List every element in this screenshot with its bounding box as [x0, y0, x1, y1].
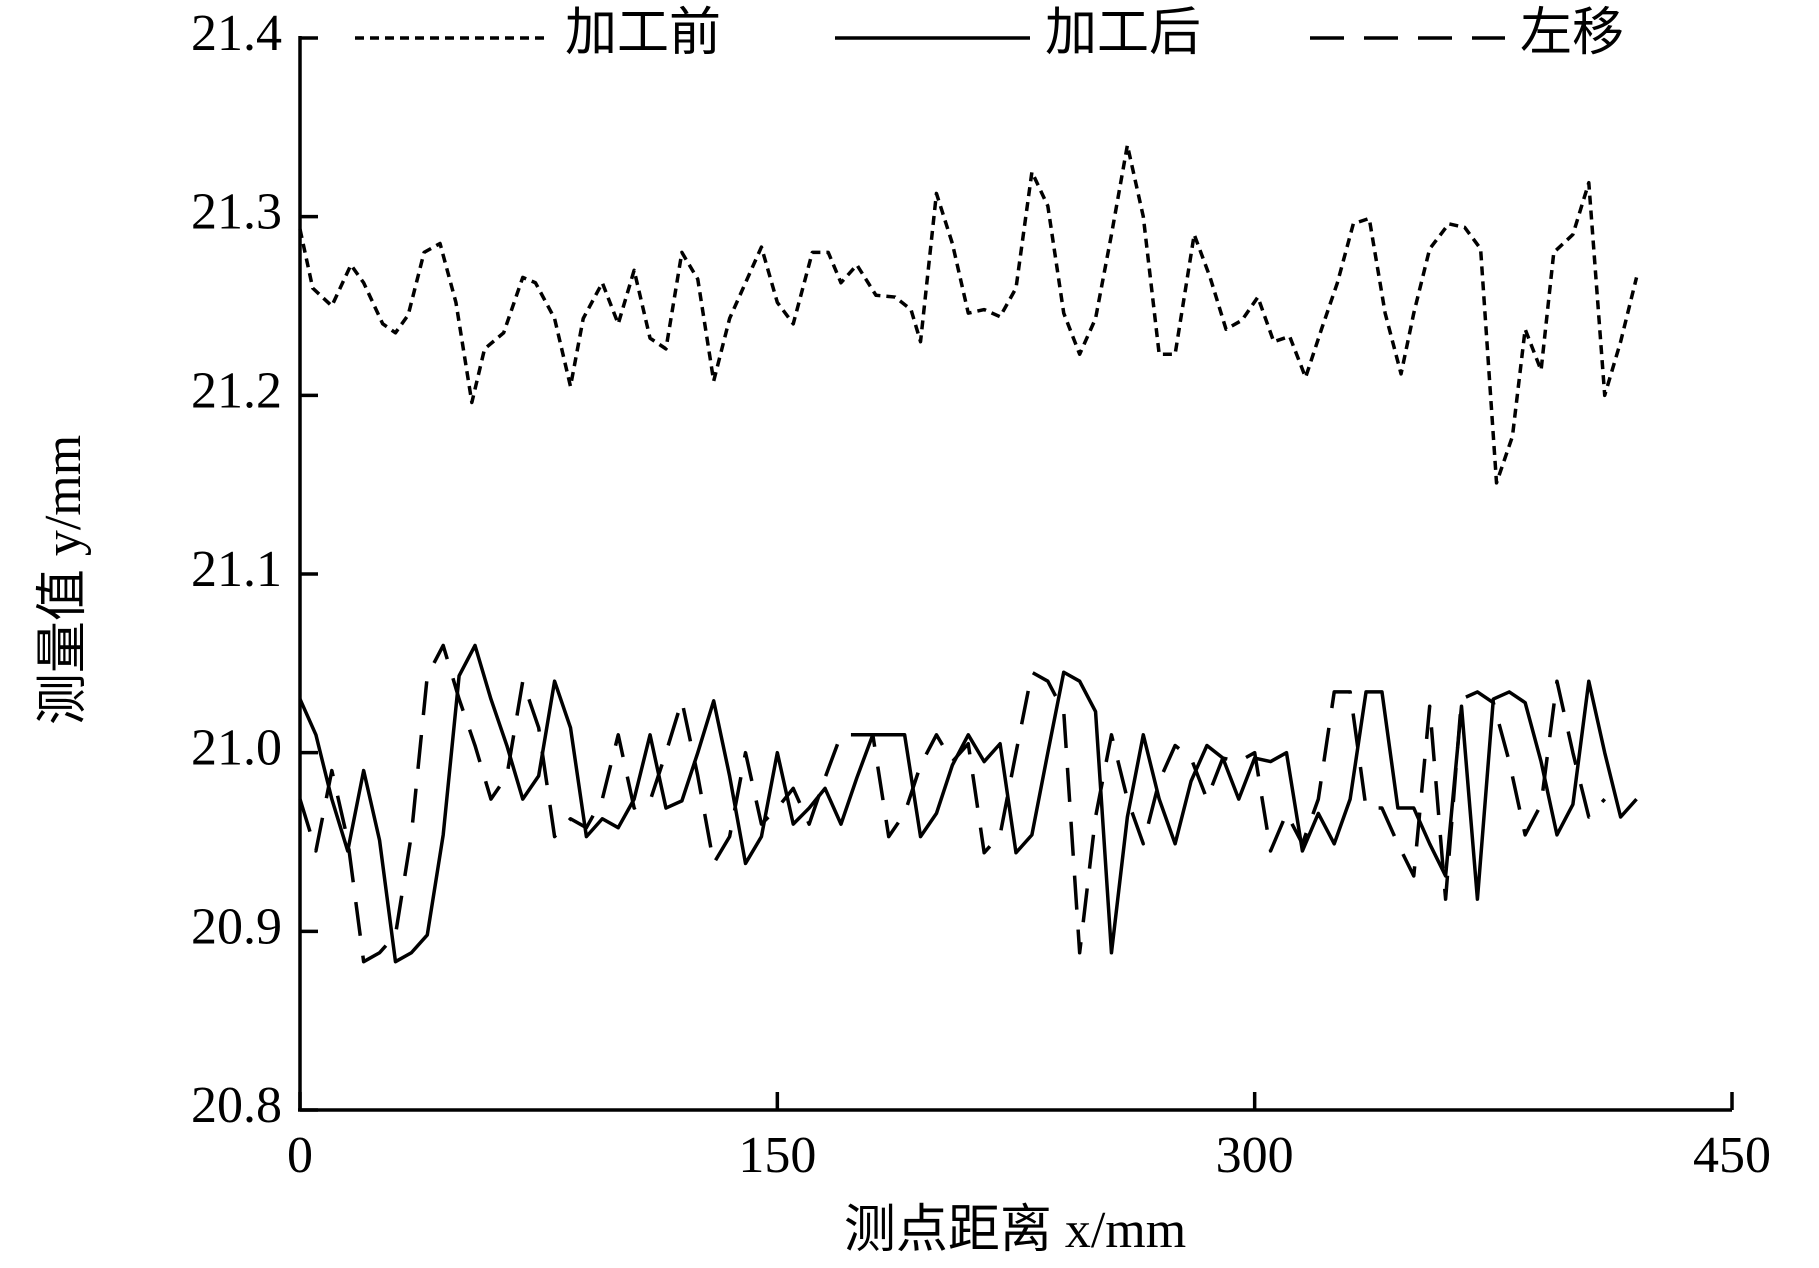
legend-label: 加工前 [565, 5, 721, 62]
y-tick-label: 21.0 [191, 720, 282, 777]
y-tick-label: 20.9 [191, 898, 282, 955]
x-tick-label: 300 [1216, 1127, 1294, 1184]
y-tick-label: 21.2 [191, 362, 282, 419]
series-line [298, 143, 1639, 485]
y-tick-label: 21.1 [191, 541, 282, 598]
y-tick-label: 21.3 [191, 184, 282, 241]
y-tick-label: 21.4 [191, 5, 282, 62]
x-axis-label: 测点距离 x/mm [844, 1202, 1186, 1259]
series-line [298, 643, 1638, 964]
legend-label: 加工后 [1045, 5, 1201, 62]
y-tick-label: 20.8 [191, 1077, 282, 1134]
legend-label: 左移 [1520, 5, 1624, 62]
x-tick-label: 450 [1693, 1127, 1771, 1184]
y-axis-label: 测量值 y/mm [35, 435, 92, 725]
series-line [298, 643, 1607, 964]
x-tick-label: 0 [287, 1127, 313, 1184]
x-tick-label: 150 [738, 1127, 816, 1184]
